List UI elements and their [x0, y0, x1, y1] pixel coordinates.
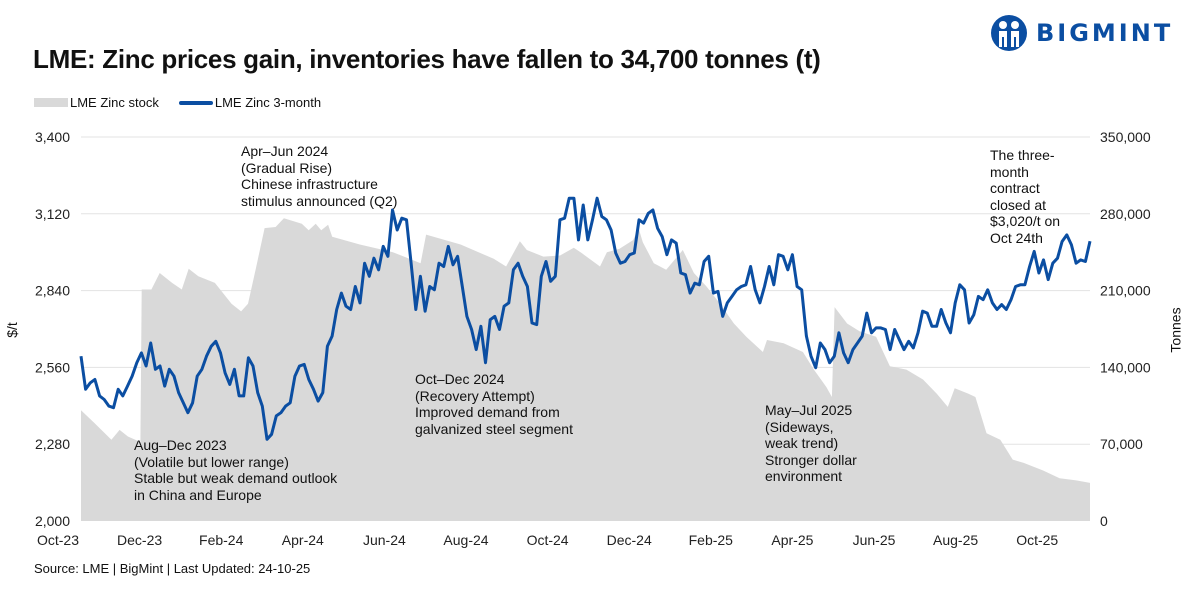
source-note: Source: LME | BigMint | Last Updated: 24… — [34, 561, 311, 576]
right-axis-ticks: 0 70,000 140,000 210,000 280,000 350,000 — [1100, 129, 1151, 529]
right-tick-label: 280,000 — [1100, 206, 1151, 222]
legend-stock-label: LME Zinc stock — [70, 95, 159, 110]
annotation-line: $3,020/t on — [990, 213, 1061, 229]
left-axis-title: $/t — [3, 322, 20, 338]
annotation-line: environment — [765, 468, 843, 484]
price-line-series — [79, 196, 1092, 441]
annotation-line: month — [990, 163, 1029, 180]
annotation-line: Stable but weak demand outlook — [134, 470, 338, 486]
annotation-line: (Gradual Rise) — [241, 159, 333, 176]
annotation-apr-jun-2024: Apr–Jun 2024 (Gradual Rise) Chinese infr… — [241, 143, 397, 209]
bigmint-logo-icon — [991, 15, 1027, 51]
right-axis-title: Tonnes — [1167, 307, 1184, 353]
bigmint-logo: BIGMINT — [990, 14, 1173, 52]
legend-stock-swatch — [34, 98, 68, 107]
annotation-line: closed at — [990, 196, 1047, 213]
annotation-may-jul-2025: May–Jul 2025 (Sideways, weak trend) Stro… — [765, 402, 857, 485]
x-tick-label: Aug-24 — [443, 532, 488, 548]
x-tick-label: Dec-23 — [117, 532, 162, 548]
x-tick-label: Jun-25 — [853, 532, 896, 548]
annotation-line: Oct–Dec 2024 — [415, 371, 505, 387]
x-tick-label: Feb-25 — [689, 532, 734, 548]
x-tick-label: Aug-25 — [933, 532, 978, 548]
legend-price-swatch — [178, 100, 213, 105]
annotation-aug-dec-2023: Aug–Dec 2023 (Volatile but lower range) … — [134, 437, 337, 503]
annotation-line: May–Jul 2025 — [765, 402, 853, 418]
annotation-line: galvanized steel segment — [415, 420, 573, 437]
annotation-line: (Volatile but lower range) — [134, 453, 289, 470]
annotation-line: Apr–Jun 2024 — [241, 143, 329, 159]
right-tick-label: 70,000 — [1100, 436, 1143, 452]
x-axis-ticks: Oct-23 Dec-23 Feb-24 Apr-24 Jun-24 Aug-24 Oct-… — [37, 532, 1058, 548]
legend-price-label: LME Zinc 3-month — [214, 95, 322, 110]
right-tick-label: 0 — [1100, 513, 1108, 529]
x-tick-label: Oct-23 — [37, 532, 79, 548]
right-tick-label: 350,000 — [1100, 129, 1151, 145]
right-tick-label: 140,000 — [1100, 359, 1151, 375]
annotation-line: (Sideways, — [765, 418, 834, 435]
annotation-closing-price: The three- month contract closed at $3,0… — [990, 147, 1060, 246]
left-tick-label: 2,840 — [35, 283, 70, 299]
x-tick-label: Feb-24 — [199, 532, 244, 548]
chart-title: LME: Zinc prices gain, inventories have … — [33, 44, 821, 74]
annotation-line: Oct 24th — [990, 229, 1043, 246]
x-tick-label: Dec-24 — [607, 532, 652, 548]
x-tick-label: Apr-24 — [282, 532, 324, 548]
x-tick-label: Oct-24 — [527, 532, 569, 548]
annotation-line: The three- — [990, 147, 1055, 163]
annotation-line: contract — [990, 180, 1040, 196]
left-axis-ticks: 2,000 2,280 2,560 2,840 3,120 3,400 — [35, 129, 70, 529]
annotation-line: Aug–Dec 2023 — [134, 437, 227, 453]
left-tick-label: 3,120 — [35, 206, 70, 222]
left-tick-label: 3,400 — [35, 129, 70, 145]
left-tick-label: 2,280 — [35, 436, 70, 452]
annotation-line: stimulus announced (Q2) — [241, 192, 398, 209]
annotation-oct-dec-2024: Oct–Dec 2024 (Recovery Attempt) Improved… — [415, 371, 573, 437]
bigmint-logo-text: BIGMINT — [1036, 19, 1174, 47]
x-tick-label: Jun-24 — [363, 532, 406, 548]
annotation-line: in China and Europe — [134, 486, 262, 503]
annotation-line: Stronger dollar — [765, 451, 857, 468]
right-tick-label: 210,000 — [1100, 283, 1151, 299]
x-tick-label: Apr-25 — [771, 532, 813, 548]
annotation-line: Chinese infrastructure — [241, 176, 378, 192]
left-tick-label: 2,560 — [35, 359, 70, 375]
x-tick-label: Oct-25 — [1016, 532, 1058, 548]
stock-area-series — [81, 218, 1090, 521]
annotation-line: weak trend) — [765, 435, 839, 451]
annotation-line: (Recovery Attempt) — [415, 387, 535, 404]
annotation-line: Improved demand from — [415, 404, 560, 420]
left-tick-label: 2,000 — [35, 513, 70, 529]
legend: LME Zinc stock LME Zinc 3-month — [34, 95, 321, 110]
